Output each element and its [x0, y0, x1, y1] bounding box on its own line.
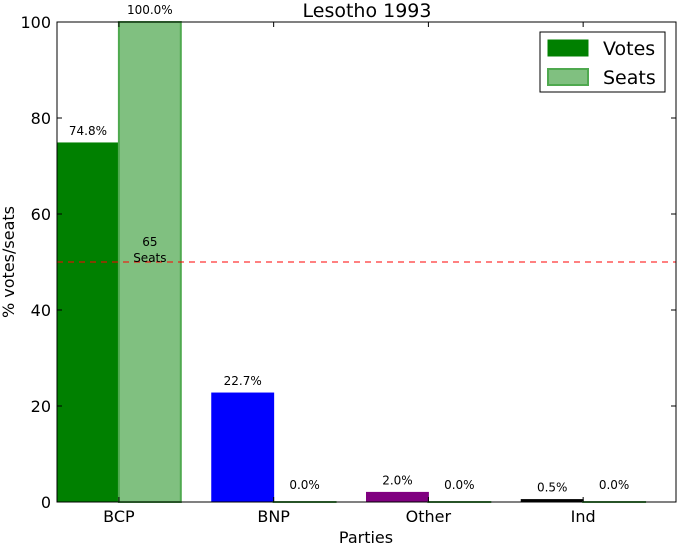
axes-frame — [56, 21, 677, 503]
y-tick-label-80: 80 — [31, 109, 51, 128]
y-tick-label-100: 100 — [20, 13, 51, 32]
majority-label-line-1: Seats — [133, 251, 166, 265]
x-tick-label-other: Other — [406, 507, 452, 526]
chart-title: Lesotho 1993 — [303, 0, 432, 22]
plot-area: 74.8% 100.0% BCP 22.7% 0.0% BNP 2.0% 0.0% Other 0… — [20, 3, 677, 526]
data-label-seats-ind: 0.0% — [599, 478, 630, 492]
data-label-votes-bnp: 22.7% — [224, 374, 262, 388]
data-label-seats-bnp: 0.0% — [289, 478, 320, 492]
bar-votes-other — [366, 491, 429, 503]
legend-label-votes: Votes — [603, 38, 655, 60]
y-tick-label-0: 0 — [41, 493, 51, 512]
y-tick-label-60: 60 — [31, 205, 51, 224]
legend: Votes Seats — [539, 31, 666, 93]
x-tick-label-bcp: BCP — [103, 507, 135, 526]
y-tick-label-40: 40 — [31, 301, 51, 320]
majority-label-line-0: 65 — [142, 235, 157, 249]
x-axis-label: Parties — [339, 528, 393, 544]
data-label-seats-bcp: 100.0% — [127, 3, 173, 17]
y-tick-label-20: 20 — [31, 397, 51, 416]
legend-swatch-seats — [547, 68, 589, 86]
bar-votes-bcp — [56, 142, 120, 503]
bar-votes-bnp — [211, 392, 275, 503]
y-axis-label: % votes/seats — [0, 206, 18, 318]
data-label-seats-other: 0.0% — [444, 478, 475, 492]
data-label-votes-ind: 0.5% — [537, 481, 568, 495]
legend-label-seats: Seats — [603, 67, 656, 89]
legend-swatch-votes — [547, 39, 589, 57]
x-tick-label-bnp: BNP — [257, 507, 290, 526]
data-label-votes-other: 2.0% — [382, 473, 413, 487]
x-tick-label-ind: Ind — [571, 507, 596, 526]
data-label-votes-bcp: 74.8% — [69, 124, 107, 138]
